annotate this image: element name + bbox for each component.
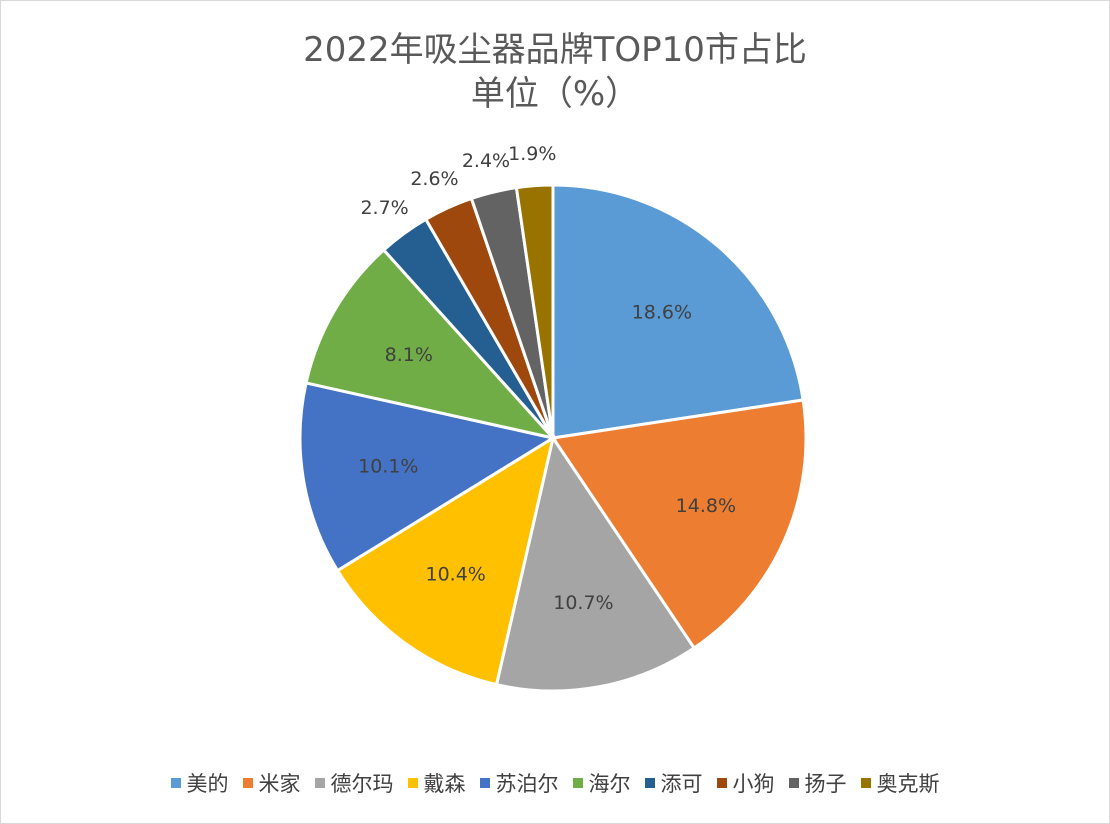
data-label: 1.9% (508, 143, 556, 165)
data-label: 2.6% (410, 168, 458, 190)
pie-slice-6 (304, 247, 558, 441)
legend-label: 美的 (186, 772, 229, 796)
legend-label: 小狗 (732, 772, 775, 796)
legend-label: 奥克斯 (876, 772, 940, 796)
legend: 美的 米家 德尔玛 戴森 苏泊尔 海尔 添可 小狗 扬子 奥克斯 (0, 768, 1110, 798)
data-label: 8.1% (385, 344, 433, 366)
pie-slice-3 (494, 434, 697, 693)
legend-swatch (860, 778, 871, 788)
legend-item: 米家 (242, 768, 301, 798)
legend-label: 米家 (258, 772, 301, 796)
legend-item: 扬子 (788, 768, 847, 798)
chart-title: 2022年吸尘器品牌TOP10市占比 (303, 30, 807, 70)
data-label: 18.6% (632, 301, 692, 323)
legend-swatch (572, 778, 583, 788)
pie-slice-5 (298, 381, 557, 573)
data-label: 14.8% (676, 495, 736, 517)
legend-item: 添可 (644, 768, 703, 798)
data-label: 10.1% (358, 456, 418, 478)
chart-subtitle: 单位（%） (470, 74, 640, 114)
pie-slice-4 (335, 434, 556, 687)
legend-item: 小狗 (716, 768, 775, 798)
legend-item: 奥克斯 (860, 768, 940, 798)
legend-item: 美的 (170, 768, 229, 798)
legend-swatch (314, 778, 325, 788)
legend-swatch (644, 778, 655, 788)
data-label: 10.4% (425, 564, 485, 586)
pie-slice-10 (514, 183, 555, 439)
data-label: 2.7% (360, 197, 408, 219)
legend-item: 海尔 (572, 768, 631, 798)
legend-label: 海尔 (588, 772, 631, 796)
pie-slice-1 (551, 183, 805, 440)
legend-item: 苏泊尔 (479, 768, 559, 798)
data-label: 10.7% (553, 592, 613, 614)
legend-swatch (242, 778, 253, 788)
pie-slice-2 (550, 398, 808, 651)
legend-swatch (479, 778, 490, 788)
legend-label: 添可 (660, 772, 703, 796)
legend-label: 戴森 (423, 772, 466, 796)
legend-label: 扬子 (804, 772, 847, 796)
legend-item: 德尔玛 (314, 768, 394, 798)
legend-swatch (407, 778, 418, 788)
legend-label: 德尔玛 (330, 772, 394, 796)
legend-swatch (170, 778, 181, 788)
legend-item: 戴森 (407, 768, 466, 798)
legend-swatch (716, 778, 727, 788)
data-label: 2.4% (462, 150, 510, 172)
legend-swatch (788, 778, 799, 788)
legend-label: 苏泊尔 (495, 772, 559, 796)
